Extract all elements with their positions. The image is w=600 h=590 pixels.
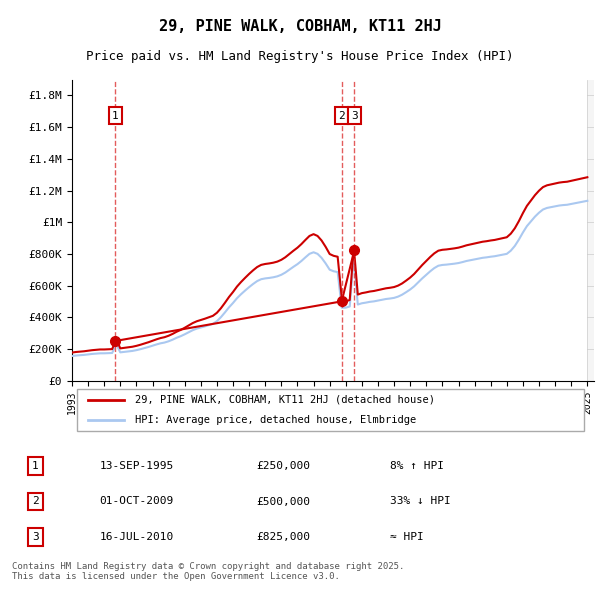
- Text: 2: 2: [32, 497, 38, 506]
- Text: £500,000: £500,000: [256, 497, 310, 506]
- Text: 2: 2: [338, 111, 345, 121]
- Text: 3: 3: [351, 111, 358, 121]
- Text: 3: 3: [32, 532, 38, 542]
- Text: 13-SEP-1995: 13-SEP-1995: [100, 461, 173, 471]
- Text: £250,000: £250,000: [256, 461, 310, 471]
- Text: ≈ HPI: ≈ HPI: [391, 532, 424, 542]
- Text: 8% ↑ HPI: 8% ↑ HPI: [391, 461, 444, 471]
- Text: 29, PINE WALK, COBHAM, KT11 2HJ: 29, PINE WALK, COBHAM, KT11 2HJ: [158, 19, 442, 34]
- Text: 1: 1: [32, 461, 38, 471]
- Text: 1: 1: [112, 111, 119, 121]
- Text: Price paid vs. HM Land Registry's House Price Index (HPI): Price paid vs. HM Land Registry's House …: [86, 50, 514, 63]
- Text: HPI: Average price, detached house, Elmbridge: HPI: Average price, detached house, Elmb…: [134, 415, 416, 425]
- Text: 01-OCT-2009: 01-OCT-2009: [100, 497, 173, 506]
- Text: 33% ↓ HPI: 33% ↓ HPI: [391, 497, 451, 506]
- Text: 29, PINE WALK, COBHAM, KT11 2HJ (detached house): 29, PINE WALK, COBHAM, KT11 2HJ (detache…: [134, 395, 434, 405]
- Text: Contains HM Land Registry data © Crown copyright and database right 2025.
This d: Contains HM Land Registry data © Crown c…: [12, 562, 404, 581]
- Text: 16-JUL-2010: 16-JUL-2010: [100, 532, 173, 542]
- FancyBboxPatch shape: [77, 389, 584, 431]
- Text: £825,000: £825,000: [256, 532, 310, 542]
